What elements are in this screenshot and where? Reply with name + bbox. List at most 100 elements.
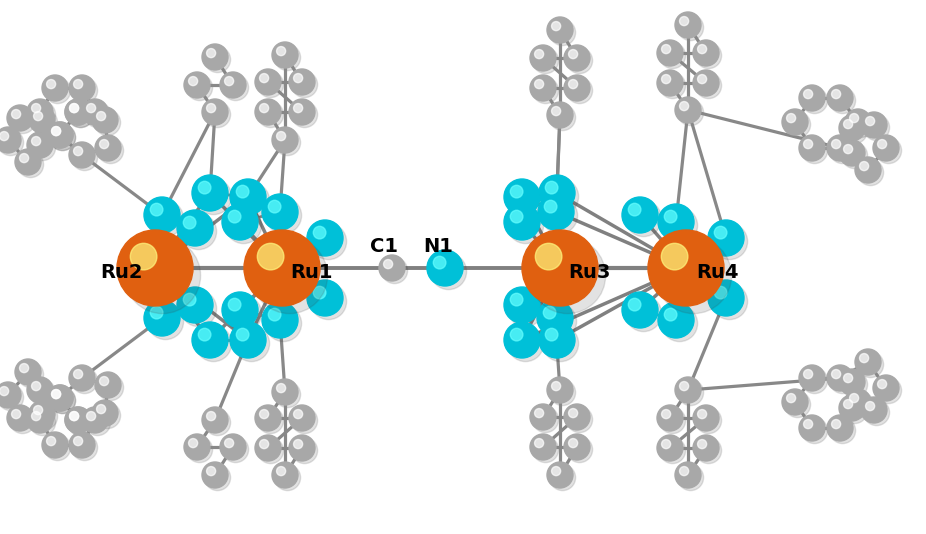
Circle shape bbox=[697, 44, 707, 53]
Circle shape bbox=[827, 415, 853, 441]
Circle shape bbox=[44, 77, 70, 104]
Circle shape bbox=[259, 104, 269, 113]
Circle shape bbox=[292, 437, 318, 464]
Circle shape bbox=[68, 101, 94, 128]
Circle shape bbox=[15, 359, 41, 385]
Circle shape bbox=[236, 328, 249, 341]
Circle shape bbox=[861, 397, 887, 423]
Circle shape bbox=[569, 409, 578, 418]
Circle shape bbox=[839, 140, 865, 166]
Circle shape bbox=[73, 437, 82, 446]
Circle shape bbox=[11, 109, 20, 119]
Circle shape bbox=[9, 407, 35, 434]
Circle shape bbox=[226, 296, 262, 332]
Circle shape bbox=[86, 104, 95, 113]
Circle shape bbox=[189, 76, 197, 85]
Circle shape bbox=[205, 46, 231, 73]
Circle shape bbox=[202, 44, 228, 70]
Circle shape bbox=[259, 410, 269, 419]
Circle shape bbox=[177, 287, 213, 323]
Circle shape bbox=[202, 407, 228, 433]
Circle shape bbox=[675, 97, 701, 123]
Circle shape bbox=[233, 183, 269, 218]
Circle shape bbox=[289, 99, 315, 125]
Circle shape bbox=[543, 178, 579, 215]
Circle shape bbox=[7, 105, 33, 131]
Circle shape bbox=[184, 434, 210, 460]
Circle shape bbox=[262, 194, 298, 230]
Circle shape bbox=[277, 46, 285, 56]
Circle shape bbox=[31, 404, 57, 429]
Circle shape bbox=[189, 438, 197, 447]
Circle shape bbox=[9, 107, 35, 134]
Circle shape bbox=[257, 437, 283, 464]
Circle shape bbox=[547, 102, 573, 128]
Circle shape bbox=[544, 307, 556, 319]
Circle shape bbox=[27, 377, 53, 403]
Circle shape bbox=[552, 382, 560, 391]
Circle shape bbox=[205, 465, 231, 491]
Circle shape bbox=[27, 99, 53, 125]
Circle shape bbox=[664, 308, 677, 321]
Text: Ru1: Ru1 bbox=[290, 263, 332, 282]
Circle shape bbox=[547, 462, 573, 488]
Circle shape bbox=[269, 200, 281, 213]
Circle shape bbox=[708, 220, 744, 256]
Circle shape bbox=[266, 305, 302, 342]
Circle shape bbox=[664, 210, 677, 223]
Circle shape bbox=[277, 467, 285, 476]
Circle shape bbox=[661, 410, 670, 419]
Circle shape bbox=[827, 85, 853, 111]
Circle shape bbox=[96, 405, 106, 414]
Circle shape bbox=[711, 224, 747, 260]
Circle shape bbox=[567, 437, 593, 462]
Circle shape bbox=[277, 131, 285, 140]
Circle shape bbox=[379, 255, 405, 281]
Circle shape bbox=[224, 438, 233, 447]
Circle shape bbox=[659, 73, 685, 99]
Circle shape bbox=[530, 45, 556, 71]
Circle shape bbox=[11, 410, 20, 419]
Circle shape bbox=[187, 75, 213, 100]
Circle shape bbox=[564, 434, 590, 460]
Circle shape bbox=[275, 130, 301, 155]
Circle shape bbox=[257, 244, 284, 270]
Circle shape bbox=[530, 238, 606, 313]
Circle shape bbox=[19, 154, 29, 163]
Circle shape bbox=[266, 198, 302, 233]
Circle shape bbox=[842, 117, 868, 144]
Circle shape bbox=[65, 99, 91, 125]
Circle shape bbox=[842, 398, 868, 423]
Circle shape bbox=[144, 197, 180, 233]
Circle shape bbox=[0, 130, 23, 155]
Text: Ru2: Ru2 bbox=[100, 263, 143, 282]
Circle shape bbox=[150, 203, 163, 216]
Circle shape bbox=[659, 43, 685, 68]
Circle shape bbox=[52, 389, 60, 399]
Circle shape bbox=[845, 389, 871, 415]
Circle shape bbox=[680, 382, 689, 391]
Circle shape bbox=[504, 287, 540, 323]
Circle shape bbox=[547, 17, 573, 43]
Circle shape bbox=[661, 75, 670, 84]
Circle shape bbox=[259, 439, 269, 449]
Circle shape bbox=[799, 365, 825, 391]
Circle shape bbox=[65, 407, 91, 433]
Circle shape bbox=[661, 244, 688, 270]
Circle shape bbox=[564, 45, 590, 71]
Circle shape bbox=[675, 462, 701, 488]
Circle shape bbox=[569, 50, 578, 59]
Circle shape bbox=[534, 438, 544, 447]
Circle shape bbox=[19, 364, 29, 373]
Circle shape bbox=[244, 230, 320, 306]
Circle shape bbox=[65, 407, 91, 433]
Circle shape bbox=[695, 73, 721, 99]
Circle shape bbox=[539, 322, 575, 358]
Circle shape bbox=[289, 69, 315, 95]
Circle shape bbox=[150, 307, 163, 319]
Circle shape bbox=[629, 203, 641, 216]
Circle shape bbox=[30, 135, 56, 161]
Circle shape bbox=[275, 465, 301, 491]
Circle shape bbox=[68, 410, 94, 436]
Circle shape bbox=[18, 152, 44, 178]
